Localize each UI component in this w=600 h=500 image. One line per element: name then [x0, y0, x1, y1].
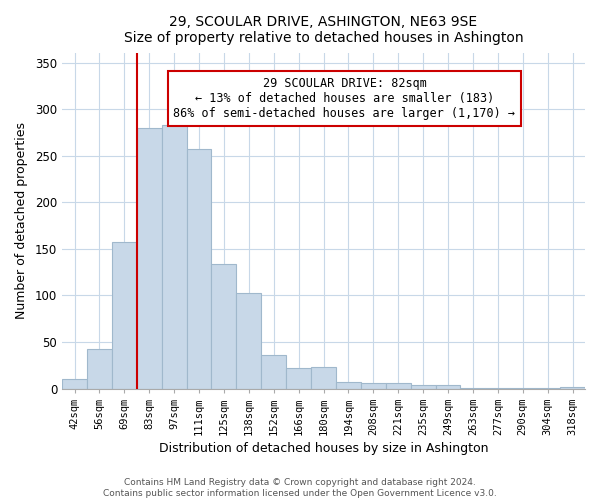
Bar — [410, 385, 436, 388]
Text: 29 SCOULAR DRIVE: 82sqm
← 13% of detached houses are smaller (183)
86% of semi-d: 29 SCOULAR DRIVE: 82sqm ← 13% of detache… — [173, 77, 515, 120]
Bar — [62, 379, 87, 388]
Title: 29, SCOULAR DRIVE, ASHINGTON, NE63 9SE
Size of property relative to detached hou: 29, SCOULAR DRIVE, ASHINGTON, NE63 9SE S… — [124, 15, 523, 45]
Bar — [236, 292, 261, 388]
Bar — [311, 367, 336, 388]
Bar — [261, 355, 286, 388]
Text: Contains HM Land Registry data © Crown copyright and database right 2024.
Contai: Contains HM Land Registry data © Crown c… — [103, 478, 497, 498]
Bar — [187, 149, 211, 388]
Bar — [137, 128, 161, 388]
Bar — [560, 386, 585, 388]
Bar — [286, 368, 311, 388]
Bar — [87, 350, 112, 389]
Y-axis label: Number of detached properties: Number of detached properties — [15, 122, 28, 320]
Bar — [361, 383, 386, 388]
Bar — [386, 383, 410, 388]
Bar — [112, 242, 137, 388]
Bar — [436, 385, 460, 388]
X-axis label: Distribution of detached houses by size in Ashington: Distribution of detached houses by size … — [159, 442, 488, 455]
Bar — [336, 382, 361, 388]
Bar — [211, 264, 236, 388]
Bar — [161, 125, 187, 388]
